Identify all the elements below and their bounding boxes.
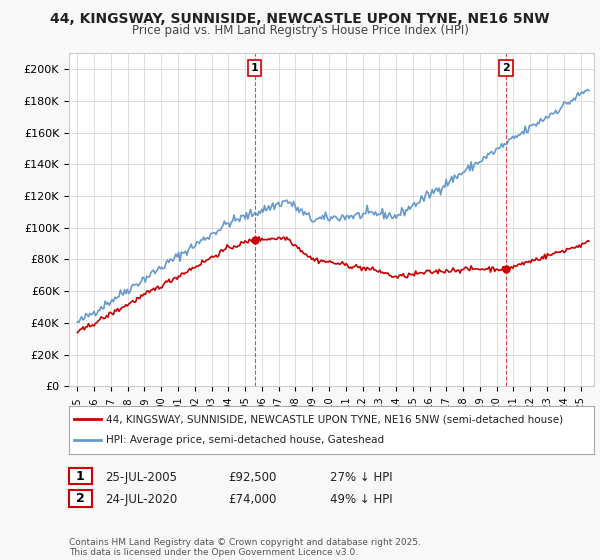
Text: £74,000: £74,000 <box>228 493 277 506</box>
Text: 1: 1 <box>251 63 259 73</box>
Text: 44, KINGSWAY, SUNNISIDE, NEWCASTLE UPON TYNE, NE16 5NW: 44, KINGSWAY, SUNNISIDE, NEWCASTLE UPON … <box>50 12 550 26</box>
Text: 27% ↓ HPI: 27% ↓ HPI <box>330 470 392 484</box>
Text: 24-JUL-2020: 24-JUL-2020 <box>105 493 177 506</box>
Text: Price paid vs. HM Land Registry's House Price Index (HPI): Price paid vs. HM Land Registry's House … <box>131 24 469 37</box>
Text: £92,500: £92,500 <box>228 470 277 484</box>
Text: 49% ↓ HPI: 49% ↓ HPI <box>330 493 392 506</box>
Text: 2: 2 <box>76 492 85 505</box>
Text: Contains HM Land Registry data © Crown copyright and database right 2025.
This d: Contains HM Land Registry data © Crown c… <box>69 538 421 557</box>
Text: 44, KINGSWAY, SUNNISIDE, NEWCASTLE UPON TYNE, NE16 5NW (semi-detached house): 44, KINGSWAY, SUNNISIDE, NEWCASTLE UPON … <box>106 414 563 424</box>
Text: HPI: Average price, semi-detached house, Gateshead: HPI: Average price, semi-detached house,… <box>106 435 384 445</box>
Text: 1: 1 <box>76 469 85 483</box>
Text: 2: 2 <box>502 63 510 73</box>
Text: 25-JUL-2005: 25-JUL-2005 <box>105 470 177 484</box>
